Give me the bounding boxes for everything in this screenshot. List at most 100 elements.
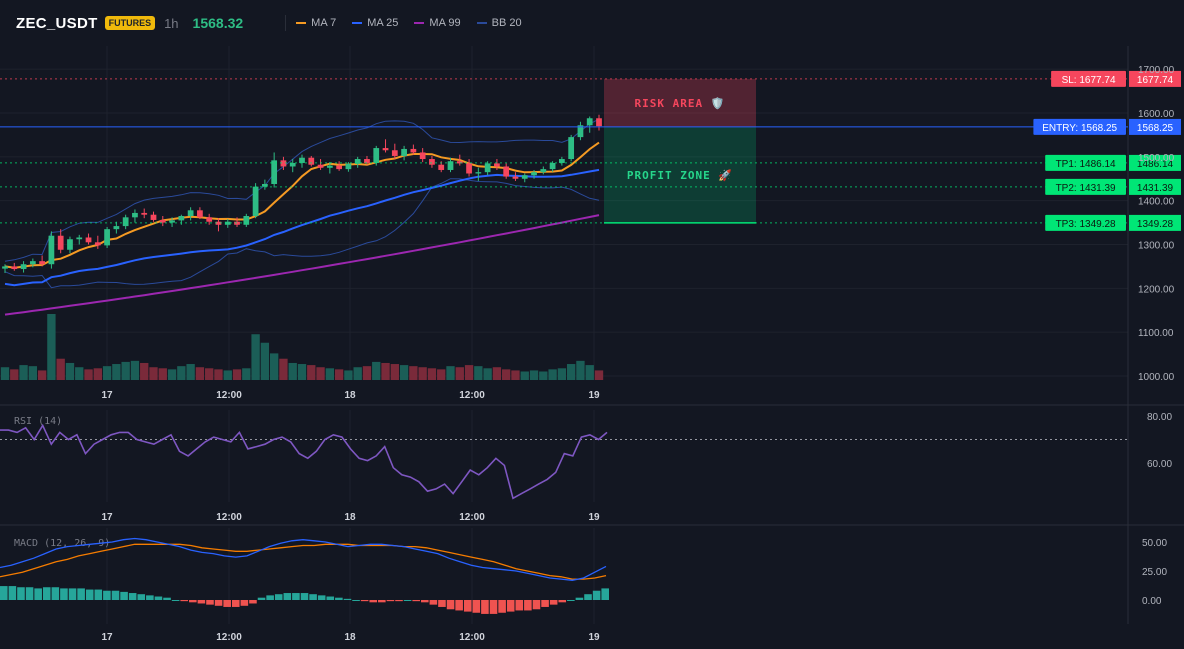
volume-bar	[177, 366, 186, 380]
entry-label: ENTRY: 1568.25	[1042, 123, 1117, 134]
sl-axis-value: 1677.74	[1137, 75, 1174, 86]
legend-bb20[interactable]: BB 20	[476, 17, 522, 29]
trade-levels[interactable]: SL: 1677.74 1677.74 ENTRY: 1568.25 1568.25 T…	[0, 70, 1181, 231]
macd-histogram-bar	[154, 596, 163, 600]
macd-time-tick-label: 19	[588, 632, 600, 643]
candle-body	[271, 160, 278, 185]
volume-bar	[186, 364, 195, 380]
macd-histogram-bar	[25, 587, 34, 600]
macd-histogram-bar	[369, 600, 378, 603]
macd-histogram-bar	[309, 594, 317, 600]
macd-histogram-bar	[498, 600, 506, 613]
candle-body	[94, 242, 101, 246]
rsi-title: RSI (14)	[14, 416, 62, 427]
macd-pane[interactable]: MACD (12, 26, 9) 50.00 25.00 0.00 17 12:00 18 1…	[0, 537, 1167, 643]
candle-body	[113, 226, 120, 230]
candlesticks[interactable]	[2, 114, 602, 273]
entry-label-bg	[1033, 118, 1126, 135]
macd-histogram-bar	[352, 600, 360, 601]
volume-bar	[37, 370, 47, 380]
candle-body	[252, 186, 259, 217]
macd-histogram-bar	[283, 593, 292, 600]
macd-histogram-bar	[163, 597, 171, 600]
macd-histogram-bar	[8, 586, 17, 600]
macd-histogram-bar	[42, 587, 51, 600]
interval-label[interactable]: 1h	[164, 15, 179, 31]
macd-histogram-bar	[206, 600, 214, 605]
price-tick-label: 1400.00	[1138, 197, 1175, 208]
macd-histogram-bar	[403, 600, 412, 601]
candle-body	[494, 163, 500, 167]
legend-ma7-swatch	[296, 22, 307, 24]
legend-ma25[interactable]: MA 25	[352, 17, 398, 29]
macd-histogram-bar	[60, 588, 68, 600]
volume-bar	[464, 365, 474, 380]
ma7-line	[4, 141, 600, 269]
header-divider	[285, 15, 287, 31]
price-axis[interactable]: 1700.00 1600.00 1500.00 1400.00 1300.00 1200.…	[101, 65, 1174, 401]
bb-lower-line	[4, 178, 600, 289]
volume-bar	[344, 370, 353, 380]
legend-ma99[interactable]: MA 99	[414, 17, 461, 29]
candle-body	[531, 172, 537, 176]
candle-body	[345, 163, 352, 170]
tp1-axis-value: 1486.14	[1137, 159, 1174, 170]
rsi-pane[interactable]: RSI (14) 80.00 60.00 17 12:00 18 12:00 19	[0, 412, 1172, 523]
volume-bar	[325, 368, 335, 380]
price-tick-label: 1000.00	[1138, 372, 1175, 383]
volume-bar	[56, 358, 65, 380]
volume-bar	[121, 361, 130, 380]
volume-bars	[0, 314, 604, 380]
volume-bar	[167, 369, 177, 380]
candle-body	[373, 148, 380, 163]
macd-signal-line	[0, 543, 607, 580]
volume-bar	[409, 366, 418, 380]
volume-bar	[492, 367, 502, 380]
macd-histogram-bar	[429, 600, 438, 605]
macd-histogram-bar	[524, 600, 532, 611]
candle-body	[475, 172, 482, 174]
volume-bar	[232, 369, 242, 380]
macd-histogram-bar	[197, 600, 206, 604]
macd-histogram-bar	[180, 600, 189, 602]
macd-time-tick-label: 12:00	[216, 632, 242, 643]
volume-bar	[47, 314, 56, 380]
candle-body	[484, 163, 491, 173]
volume-bar	[28, 366, 38, 380]
macd-histogram-bar	[85, 589, 94, 600]
volume-bar	[288, 362, 297, 380]
volume-bar	[140, 362, 149, 380]
rsi-line	[0, 423, 608, 500]
candle-body	[48, 235, 55, 265]
macd-histogram-bar	[489, 600, 498, 614]
tp2-axis-bg	[1129, 178, 1181, 195]
macd-histogram-bar	[77, 588, 85, 600]
time-tick-label: 19	[588, 390, 600, 401]
macd-histogram-bar	[146, 595, 154, 600]
macd-histogram-bar	[111, 590, 120, 600]
time-tick-label: 12:00	[459, 390, 485, 401]
bollinger-bands	[4, 118, 600, 289]
volume-bar	[455, 367, 464, 380]
macd-histogram-bar	[420, 600, 429, 603]
volume-bar	[223, 370, 232, 380]
candle-body	[549, 162, 556, 170]
symbol-name[interactable]: ZEC_USDT	[16, 14, 98, 32]
macd-histogram-bar	[455, 600, 463, 611]
legend-ma7[interactable]: MA 7	[296, 17, 336, 29]
volume-bar	[427, 368, 437, 380]
macd-histogram-bar	[300, 593, 309, 600]
macd-histogram-bar	[17, 587, 25, 600]
macd-histogram-bar	[171, 600, 180, 601]
candle-body	[215, 221, 222, 225]
candle-body	[57, 235, 64, 250]
volume-bar	[334, 369, 344, 380]
candle-body	[447, 161, 454, 170]
grid-lines	[0, 46, 1184, 624]
trade-zones[interactable]: RISK AREA 🛡️ PROFIT ZONE 🚀	[604, 78, 756, 224]
legend-bb20-label: BB 20	[491, 17, 522, 29]
volume-bar	[251, 334, 260, 380]
candle-body	[122, 217, 129, 227]
candle-body	[243, 216, 250, 225]
